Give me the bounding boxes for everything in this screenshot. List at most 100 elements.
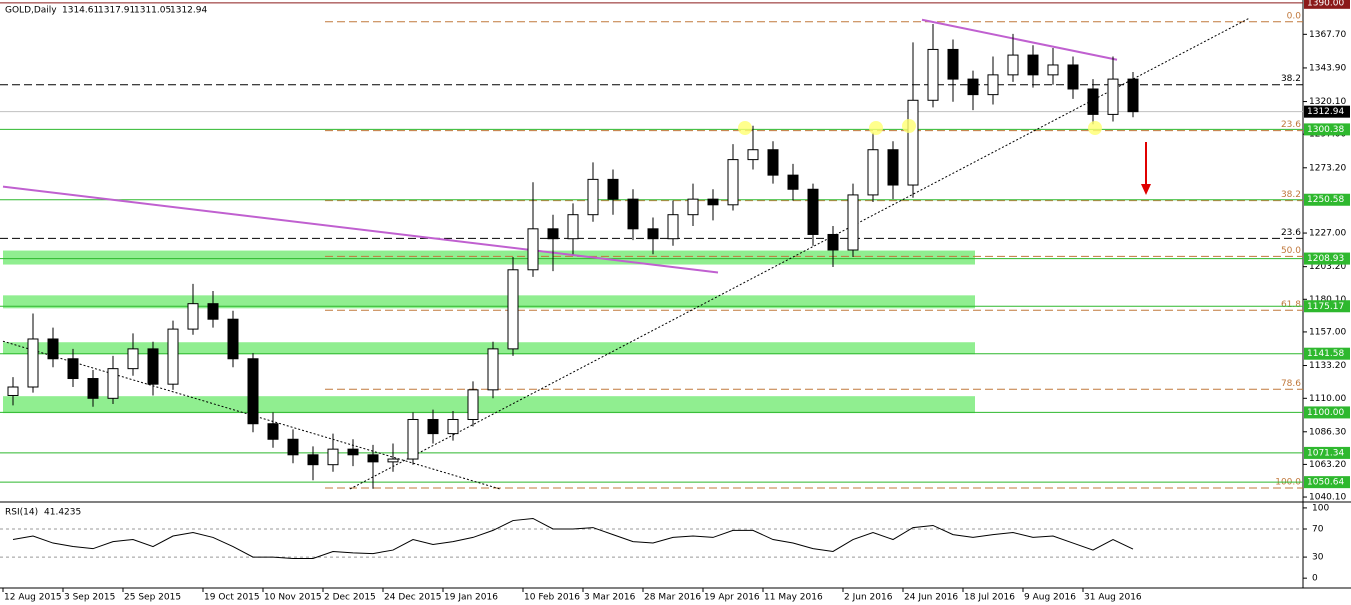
fib-label: 0.0 — [1287, 11, 1302, 21]
candle-body — [547, 228, 559, 240]
trendline — [921, 18, 1118, 61]
candle-body — [847, 194, 859, 251]
fib-label: 61.8 — [1281, 300, 1301, 310]
level-label: 1071.34 — [1307, 448, 1344, 458]
candle-body — [807, 188, 819, 235]
fib-label: 78.6 — [1281, 379, 1301, 389]
candle-body — [587, 178, 599, 216]
candle-body — [427, 418, 439, 435]
candle-body — [287, 438, 299, 456]
candle-body — [367, 454, 379, 463]
candle-body — [127, 348, 139, 370]
candle-body — [487, 348, 499, 391]
y-tick-label: 1063.20 — [1309, 460, 1346, 470]
zone — [3, 295, 975, 309]
level-label: 1050.64 — [1307, 478, 1344, 488]
x-tick-label: 19 Apr 2016 — [704, 593, 760, 603]
ohlc-high: 1317.91 — [98, 6, 135, 16]
level-box — [1304, 193, 1350, 206]
y-tick-label: 100 — [1312, 503, 1329, 513]
highlights — [738, 119, 1102, 135]
candle-body — [1047, 64, 1059, 76]
x-tick-label: 12 Aug 2015 — [4, 593, 62, 603]
candle-body — [947, 48, 959, 80]
candle-body — [207, 303, 219, 320]
candle-body — [147, 348, 159, 385]
highlight — [869, 121, 883, 135]
candle-body — [87, 378, 99, 399]
candle-body — [67, 358, 79, 380]
level-box — [1304, 0, 1350, 9]
candle-body — [1087, 88, 1099, 115]
rsi-line — [12, 517, 1134, 559]
ohlc-low: 1311.05 — [134, 6, 171, 16]
level-box — [1304, 123, 1350, 136]
candle-body — [407, 418, 419, 460]
candle-body — [787, 174, 799, 190]
candle-body — [607, 178, 619, 200]
candle-body — [687, 198, 699, 216]
highlight — [902, 119, 916, 133]
x-tick-label: 25 Sep 2015 — [124, 593, 181, 603]
y-tick-label: 1180.10 — [1309, 295, 1346, 305]
fib-label: 38.2 — [1281, 190, 1301, 200]
candle-body — [447, 418, 459, 435]
level-box — [1304, 406, 1350, 419]
candle-body — [707, 198, 719, 206]
level-label: 1141.58 — [1307, 349, 1344, 359]
y-tick-label: 1367.70 — [1309, 30, 1346, 40]
fib-label: 38.2 — [1281, 74, 1301, 84]
candle-body — [1127, 78, 1139, 113]
candle-body — [247, 358, 259, 425]
candle-body — [527, 228, 539, 271]
candle-body — [1067, 64, 1079, 90]
rsi-title: RSI(14) — [5, 508, 38, 518]
x-tick-label: 10 Nov 2015 — [264, 593, 322, 603]
y-tick-label: 0 — [1312, 574, 1318, 584]
y-tick-label: 1343.90 — [1309, 63, 1346, 73]
candle-body — [927, 48, 939, 101]
level-label: 1175.17 — [1307, 302, 1344, 312]
x-tick-label: 31 Aug 2016 — [1084, 593, 1142, 603]
highlight — [1088, 121, 1102, 135]
level-box — [1304, 476, 1350, 489]
level-label: 1208.93 — [1307, 254, 1344, 264]
x-tick-label: 3 Mar 2016 — [584, 593, 636, 603]
level-label: 1100.00 — [1307, 408, 1344, 418]
candle-body — [727, 159, 739, 206]
x-tick-label: 24 Dec 2015 — [384, 593, 442, 603]
candle-body — [47, 338, 59, 360]
fib-label: 23.6 — [1281, 120, 1301, 130]
x-tick-label: 19 Jan 2016 — [444, 593, 498, 603]
candle-body — [987, 74, 999, 96]
x-tick-label: 2 Dec 2015 — [324, 593, 376, 603]
candle-body — [907, 99, 919, 186]
candle-body — [467, 389, 479, 420]
current-price-label: 1312.94 — [1307, 107, 1344, 117]
y-tick-label: 1227.00 — [1309, 229, 1346, 239]
arrow-head — [1141, 184, 1151, 195]
candle-body — [1007, 54, 1019, 76]
arrow — [1141, 142, 1151, 195]
candle-body — [827, 233, 839, 251]
candle-body — [747, 149, 759, 161]
y-tick-label: 1086.30 — [1309, 427, 1346, 437]
candle-body — [887, 149, 899, 186]
fib-label: 23.6 — [1281, 228, 1301, 238]
candle-body — [667, 214, 679, 240]
candle-body — [327, 448, 339, 466]
level-label: 1250.58 — [1307, 195, 1344, 205]
candle-body — [647, 228, 659, 240]
candle-body — [387, 458, 399, 463]
candle-body — [227, 318, 239, 360]
candle-body — [867, 149, 879, 196]
candle-body — [1107, 78, 1119, 115]
candle-body — [567, 214, 579, 240]
highlight — [738, 121, 752, 135]
level-box — [1304, 446, 1350, 459]
trendline — [2, 185, 719, 274]
rsi-value: 41.4235 — [44, 508, 81, 518]
